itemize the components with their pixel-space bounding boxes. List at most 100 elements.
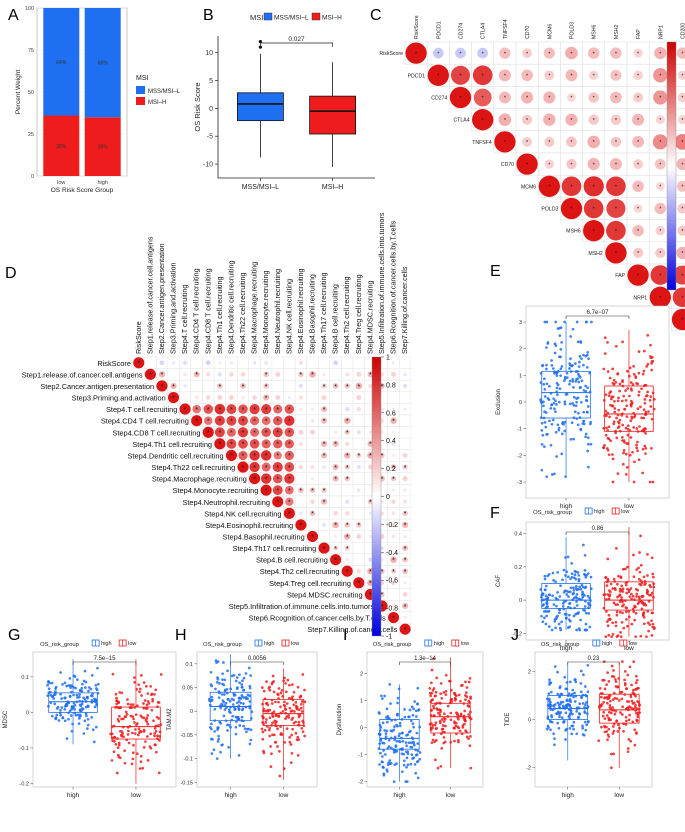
data-point-h [223, 708, 227, 711]
data-point-i [453, 739, 456, 743]
sig-star-c: * [681, 51, 684, 57]
data-point-f [647, 629, 650, 633]
sig-star-c: * [659, 251, 662, 257]
corr-circle-d [368, 383, 373, 389]
data-point-g [114, 743, 118, 746]
data-point-i [392, 780, 396, 783]
cell-d [352, 495, 365, 508]
data-point-g [84, 686, 87, 689]
data-point-h [279, 733, 283, 736]
data-point-f [652, 596, 655, 599]
data-point-g [80, 686, 84, 690]
data-point-e [632, 426, 635, 429]
data-point-e [614, 344, 618, 348]
cell-d [283, 356, 296, 369]
sig-star-d: * [300, 372, 303, 379]
data-point-g [124, 715, 128, 719]
data-point-g [112, 750, 116, 754]
colorbar-tick-label-d: -0.4 [386, 550, 398, 557]
data-point-i [388, 717, 391, 720]
data-point-j [612, 708, 616, 712]
data-point-h [226, 697, 230, 701]
corr-circle-d [240, 372, 246, 377]
corr-circle-d [275, 395, 281, 400]
data-point-e [651, 359, 655, 363]
data-point-e [576, 396, 580, 400]
data-point-i [428, 686, 432, 690]
corr-circle-d [194, 395, 199, 400]
data-point-j [616, 685, 620, 689]
x-tick-label-a: high [97, 180, 107, 186]
data-point-g [47, 691, 51, 695]
sig-star-c: * [548, 96, 551, 102]
data-point-j [581, 726, 585, 730]
column-label-c: MSH2 [614, 24, 620, 39]
legend-swatch-b [311, 12, 321, 21]
data-point-f [552, 579, 555, 582]
sig-star-c: * [526, 140, 529, 146]
row-label-d: Step7.Killing.of.cancer.cells [307, 625, 397, 634]
data-point-e [569, 438, 573, 441]
data-point-i [399, 747, 402, 751]
data-point-e [647, 410, 650, 413]
sig-star-d: * [369, 500, 372, 507]
sig-star-c: * [548, 74, 551, 80]
data-point-j [611, 698, 615, 701]
sig-star-c: * [526, 118, 529, 124]
sig-star-d: * [195, 407, 198, 414]
data-point-i [432, 714, 436, 718]
data-point-e [578, 416, 582, 419]
data-point-e [628, 394, 631, 398]
data-point-g [114, 692, 118, 696]
data-point-g [67, 717, 70, 721]
corr-circle-d [356, 371, 362, 377]
corr-circle-c [654, 47, 667, 60]
data-point-h [211, 738, 214, 741]
data-point-j [548, 683, 551, 686]
corr-circle-d [345, 499, 350, 504]
data-point-i [405, 744, 408, 748]
data-point-h [269, 765, 273, 768]
data-point-h [208, 725, 212, 729]
data-point-g [78, 699, 82, 703]
data-point-g [74, 686, 77, 690]
y-tick-label-h: 0 [190, 709, 193, 715]
column-label-c: CTLA4 [481, 23, 487, 39]
data-point-f [543, 588, 547, 592]
data-point-h [262, 689, 266, 693]
data-point-g [50, 714, 54, 718]
corr-circle-d [249, 450, 260, 461]
data-point-g [57, 719, 61, 722]
corr-circle-c [627, 264, 649, 286]
data-point-f [557, 622, 561, 626]
data-point-e [543, 395, 547, 398]
data-point-j [612, 729, 616, 733]
data-point-g [71, 705, 75, 708]
data-point-g [115, 737, 119, 740]
x-tick-label-i: high [393, 792, 406, 799]
data-point-h [288, 735, 292, 739]
data-point-h [268, 688, 272, 692]
data-point-h [209, 722, 213, 726]
legend-title-h: OS_risk_group [203, 642, 242, 648]
data-point-f [574, 584, 578, 588]
data-point-g [53, 702, 57, 706]
corr-circle-d [299, 407, 303, 411]
cell-d [294, 449, 307, 462]
corr-circle-c [583, 198, 604, 219]
sig-star-d: * [195, 418, 198, 425]
data-point-e [629, 399, 633, 403]
corr-circle-d [238, 415, 248, 426]
data-point-e [589, 442, 593, 446]
data-point-j [569, 706, 573, 710]
data-point-f [583, 572, 586, 576]
data-point-h [261, 737, 265, 741]
data-point-i [416, 776, 420, 780]
data-point-e [582, 422, 586, 426]
data-point-h [218, 682, 221, 685]
data-point-j [581, 693, 585, 697]
data-point-i [438, 708, 441, 711]
sig-star-d: * [404, 604, 407, 611]
data-point-j [575, 707, 579, 711]
panel-letter-e: E [490, 263, 501, 280]
